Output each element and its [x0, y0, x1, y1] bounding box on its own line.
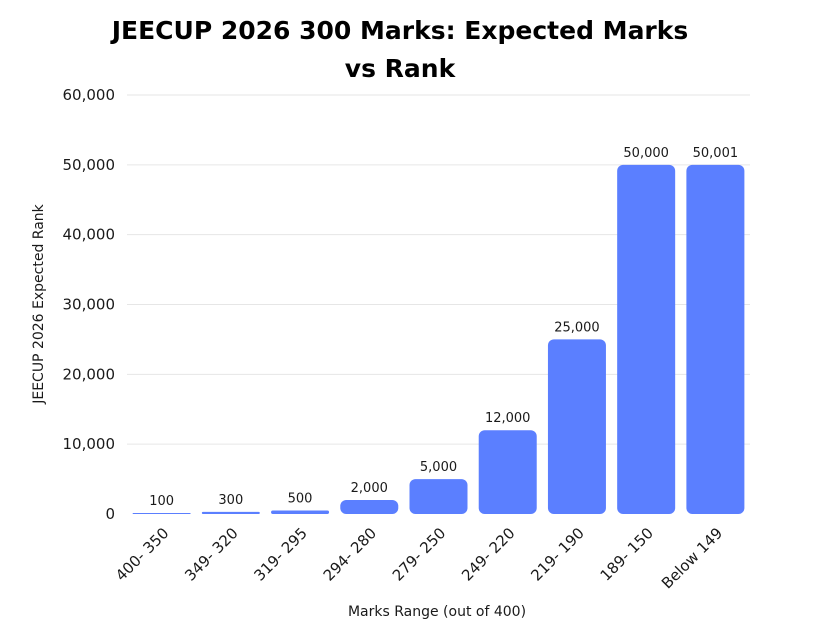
bar-value-label: 2,000 — [351, 481, 388, 496]
chart-title: JEECUP 2026 300 Marks: Expected Marks vs… — [111, 16, 689, 83]
y-tick-label: 40,000 — [63, 226, 116, 244]
x-tick-label: 400- 350 — [112, 524, 172, 584]
bar-value-label: 12,000 — [485, 411, 531, 426]
bars — [132, 164, 745, 515]
bar-value-label: 50,001 — [693, 146, 739, 161]
bar — [271, 510, 330, 514]
y-tick-label: 60,000 — [63, 86, 116, 104]
y-tick-label: 0 — [105, 505, 115, 523]
y-axis-ticks: 0 10,000 20,000 30,000 40,000 50,000 60,000 — [63, 86, 116, 523]
x-tick-label: 279- 250 — [389, 524, 449, 584]
bar — [686, 164, 745, 514]
bar — [617, 164, 676, 515]
bar — [409, 479, 468, 514]
y-tick-label: 10,000 — [63, 435, 116, 453]
bar — [547, 339, 606, 514]
y-axis-title: JEECUP 2026 Expected Rank — [31, 203, 47, 404]
x-tick-label: 219- 190 — [527, 524, 587, 584]
bar-value-label: 25,000 — [554, 320, 600, 335]
bar-value-label: 50,000 — [623, 146, 669, 161]
x-tick-label: 349- 320 — [181, 524, 241, 584]
bar — [340, 500, 399, 514]
x-tick-label: 294- 280 — [320, 524, 380, 584]
x-axis-ticks: 400- 350 349- 320 319- 295 294- 280 279- 250… — [112, 524, 726, 592]
bar — [201, 511, 260, 514]
bar-value-label: 100 — [149, 494, 174, 509]
bar-value-label: 5,000 — [420, 460, 457, 475]
x-tick-label: 249- 220 — [458, 524, 518, 584]
x-tick-label: 189- 150 — [597, 524, 657, 584]
bar — [478, 430, 537, 514]
bar-value-label: 300 — [218, 493, 243, 508]
bar — [132, 513, 191, 514]
data-labels: 100 300 500 2,000 5,000 12,000 25,000 50,000 50,… — [149, 146, 738, 509]
bar-value-label: 500 — [288, 492, 313, 507]
x-tick-label: Below 149 — [658, 524, 726, 592]
y-tick-label: 30,000 — [63, 296, 116, 314]
y-tick-label: 20,000 — [63, 365, 116, 383]
y-tick-label: 50,000 — [63, 156, 116, 174]
x-tick-label: 319- 295 — [250, 524, 310, 584]
x-axis-title: Marks Range (out of 400) — [348, 604, 526, 620]
